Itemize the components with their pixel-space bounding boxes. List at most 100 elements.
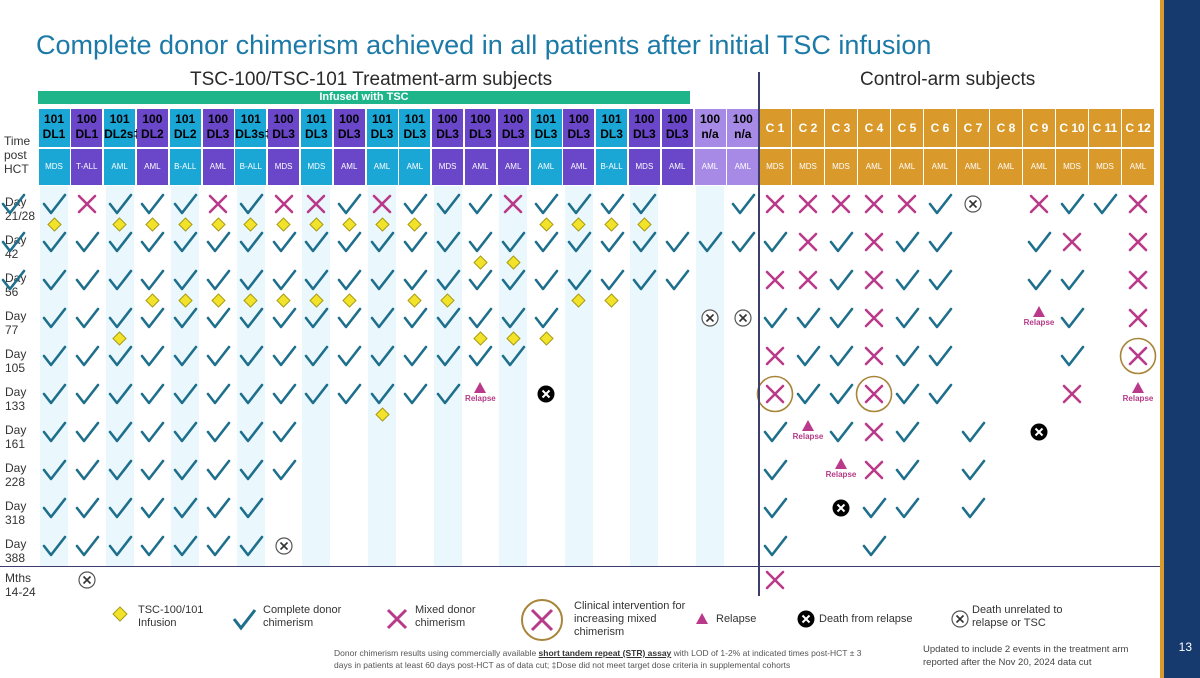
treatment-arm-heading: TSC-100/TSC-101 Treatment-arm subjects [190, 69, 553, 90]
legend-death-unrelated: Death unrelated to relapse or TSC [972, 604, 1063, 629]
check-icon [337, 193, 362, 215]
check-icon [337, 231, 362, 253]
legend-infusion: TSC-100/101 Infusion [138, 604, 204, 629]
check-icon [665, 231, 690, 253]
control-subject-disease: MDS [1089, 149, 1121, 185]
death-relapse-icon [797, 610, 815, 628]
relapse-label: Relapse [792, 432, 824, 441]
relapse-marker: Relapse [1122, 382, 1154, 406]
diamond-icon [505, 330, 521, 346]
subject-disease: AML [694, 149, 726, 185]
cross-icon [897, 194, 917, 214]
cross-icon [765, 570, 785, 590]
control-subject-header: C 8 [990, 109, 1022, 147]
check-icon [42, 383, 67, 405]
check-icon [239, 307, 264, 329]
check-icon [206, 535, 231, 557]
legend-relapse: Relapse [716, 613, 757, 625]
diamond-icon [407, 292, 423, 308]
check-icon [108, 193, 132, 215]
check-icon [305, 269, 329, 291]
check-icon [961, 459, 986, 481]
timepoint-label: Day 318 [5, 499, 26, 527]
check-icon [108, 535, 132, 557]
control-subject-disease: AML [1023, 149, 1055, 185]
diamond-icon [604, 292, 619, 308]
subject-dose: DL3 [305, 127, 328, 141]
death-from-relapse-icon [1030, 423, 1048, 441]
subject-product: 101 [240, 112, 261, 126]
check-icon [141, 307, 165, 329]
gold-stripe [1160, 0, 1164, 678]
check-icon [108, 459, 132, 481]
check-icon [239, 459, 264, 481]
timepoint-unit: Day [5, 423, 27, 437]
subject-product: 101 [306, 112, 327, 126]
control-subject-header: C 2 [792, 109, 824, 147]
control-subject-disease: AML [1122, 149, 1154, 185]
check-icon [173, 421, 198, 443]
diamond-icon [309, 292, 324, 308]
check-icon [501, 345, 526, 367]
subject-dose: DL3 [436, 127, 459, 141]
subject-disease: MDS [628, 149, 660, 185]
timepoint-unit: Day [5, 347, 27, 361]
check-icon [42, 421, 67, 443]
check-icon [436, 307, 460, 329]
subject-header: 100 DL3 [268, 109, 300, 147]
check-icon [206, 345, 231, 367]
check-icon [829, 231, 854, 253]
relapse-marker: Relapse [792, 420, 824, 444]
post-label: post [4, 148, 27, 162]
time-post-hct-label: Time post HCT [4, 134, 30, 176]
check-icon [895, 345, 920, 367]
timepoint-unit: Day [5, 537, 27, 551]
check-icon [961, 421, 986, 443]
check-icon [173, 535, 198, 557]
check-icon [928, 383, 953, 405]
control-subject-header: C 6 [924, 109, 956, 147]
cross-icon [1029, 194, 1049, 214]
subject-dose: DL2 [141, 127, 164, 141]
subject-header: 101 DL3 [596, 109, 628, 147]
diamond-icon [374, 406, 390, 422]
circled-cross-icon [1119, 337, 1157, 375]
subject-header: 101 DL2 [169, 109, 201, 147]
check-icon [173, 269, 198, 291]
page-number: 13 [1178, 640, 1192, 654]
subject-dose: DL3 [600, 127, 623, 141]
column-stripe [368, 186, 396, 566]
check-icon [862, 535, 887, 557]
death-unrelated-icon [964, 195, 982, 213]
diamond-icon [538, 216, 554, 232]
check-icon [42, 535, 67, 557]
timepoint-label: Day 228 [5, 461, 26, 489]
check-icon [567, 269, 592, 291]
column-stripe [499, 186, 528, 566]
check-icon [731, 231, 756, 253]
check-icon [469, 269, 493, 291]
timepoint-unit: Day [5, 499, 27, 513]
check-icon [469, 231, 493, 253]
subject-header: 100 DL3 [661, 109, 693, 147]
check-icon [829, 383, 854, 405]
cross-icon [77, 194, 97, 214]
subject-disease: AML [497, 149, 529, 185]
cross-icon [765, 194, 785, 214]
subject-disease: AML [464, 149, 496, 185]
subject-product: 100 [732, 112, 753, 126]
footnote-text-1: Donor chimerism results using commercial… [334, 648, 539, 658]
check-icon [108, 269, 132, 291]
subject-disease: AML [399, 149, 431, 185]
check-icon [370, 231, 395, 253]
timepoint-unit: Mths [5, 571, 32, 585]
subject-header: 100 DL3 [333, 109, 365, 147]
cross-icon [765, 270, 785, 290]
check-icon [272, 459, 296, 481]
subject-product: 100 [634, 112, 655, 126]
check-icon [534, 269, 559, 291]
diamond-icon [112, 606, 128, 622]
check-icon [272, 421, 296, 443]
relapse-triangle-icon [802, 420, 814, 431]
check-icon [436, 345, 460, 367]
